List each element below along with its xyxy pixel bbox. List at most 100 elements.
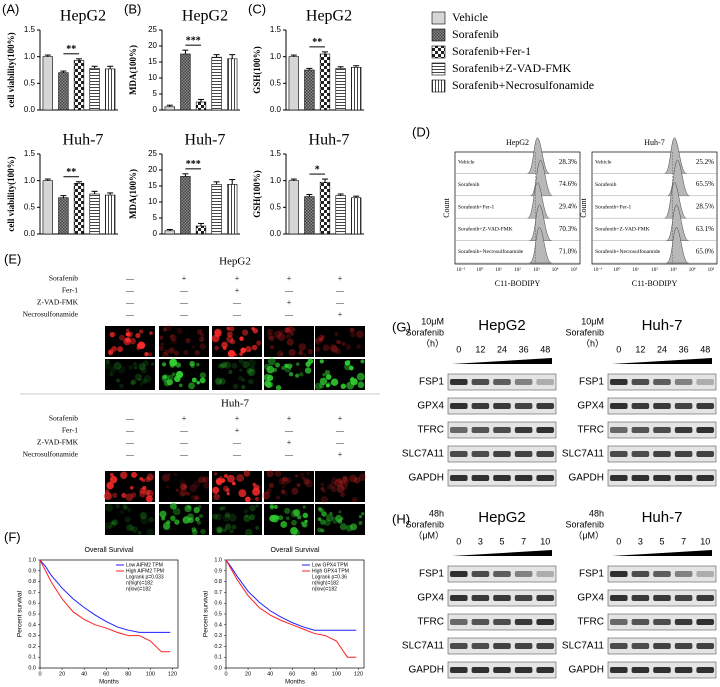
cell-signal — [231, 524, 237, 530]
cell-signal — [285, 516, 290, 521]
y-tick-label: 0.7 — [214, 590, 222, 596]
cell-signal — [225, 488, 230, 493]
treatment-mark: + — [235, 274, 240, 283]
cell-signal — [173, 350, 180, 356]
treatment-mark: — — [179, 310, 189, 319]
cell-signal — [285, 477, 292, 484]
cell-signal — [219, 506, 224, 511]
band — [514, 475, 533, 481]
cell-signal — [139, 511, 148, 520]
legend-swatch — [431, 28, 446, 42]
cell-signal — [106, 481, 114, 490]
band — [631, 667, 650, 673]
y-tick-label: 15 — [148, 57, 157, 66]
treatment-mark: + — [287, 274, 292, 283]
cell-signal — [190, 495, 197, 501]
cell-signal — [331, 476, 338, 483]
y-axis-label: Count — [579, 197, 588, 217]
cell-signal — [277, 333, 286, 341]
blot-header: Sorafenib — [405, 327, 444, 337]
cell-signal — [105, 503, 114, 512]
band — [514, 571, 533, 577]
treatment-mark: — — [125, 298, 135, 307]
band — [471, 379, 490, 385]
legend-swatch — [431, 11, 446, 25]
cell-signal — [109, 521, 117, 528]
x-tick-label: 10⁰ — [613, 267, 620, 273]
protein-label: GAPDH — [568, 665, 604, 676]
cell-signal — [321, 335, 325, 339]
cell-signal — [121, 492, 127, 498]
cell-signal — [163, 349, 170, 356]
treatment-mark: + — [338, 274, 343, 283]
y-axis-label: Percent survival — [17, 590, 24, 637]
y-tick-label: 10 — [148, 73, 157, 82]
cell-signal — [128, 524, 135, 531]
lane-label: 36 — [679, 344, 689, 354]
protein-label: TFRC — [577, 617, 604, 628]
cell-signal — [162, 474, 170, 483]
treatment-mark: + — [235, 426, 240, 435]
cell-signal — [255, 525, 260, 530]
x-tick-label: 0 — [38, 671, 41, 677]
chart-title: Huh-7 — [63, 132, 104, 149]
cell-signal — [125, 337, 131, 343]
y-tick-label: 25 — [148, 149, 157, 158]
cell-signal — [269, 505, 274, 510]
cell-signal — [159, 335, 164, 340]
blot-header: 48h — [589, 508, 604, 518]
bar — [319, 53, 331, 111]
cell-signal — [317, 506, 323, 512]
significance-label: ** — [66, 44, 76, 55]
cell-signal — [266, 328, 274, 335]
cell-signal — [278, 330, 283, 335]
cell-signal — [240, 347, 247, 354]
x-tick-label: 10⁻¹ — [456, 267, 466, 273]
cell-signal — [301, 522, 307, 528]
cell-signal — [189, 360, 195, 367]
treatment-label: Sorafenib — [49, 414, 78, 423]
cell-signal — [324, 369, 331, 376]
cell-signal — [338, 340, 342, 345]
cell-signal — [248, 378, 254, 385]
bar — [58, 197, 69, 235]
lane-label: 0 — [456, 344, 461, 354]
cell-signal — [345, 344, 352, 351]
y-tick-label: 0.1 — [28, 655, 36, 661]
cell-signal — [138, 363, 146, 371]
cell-signal — [140, 512, 147, 519]
cell-signal — [267, 381, 274, 388]
chart-title: HepG2 — [60, 8, 106, 25]
cell-signal — [169, 502, 177, 510]
y-axis-label: MDA(100%) — [128, 169, 138, 219]
legend-label: Sorafenib+Necrosulfonamide — [452, 78, 594, 92]
y-tick-label: 1.5 — [270, 149, 282, 158]
band — [631, 643, 650, 649]
band — [610, 475, 628, 481]
stat-note: n(low)=182 — [312, 586, 337, 592]
treatment-label: Necrosulfonamide — [23, 310, 79, 319]
bar — [89, 193, 100, 235]
cell-signal — [183, 484, 188, 489]
cell-signal — [295, 362, 300, 366]
cell-signal — [340, 383, 347, 389]
protein-label: GPX4 — [577, 593, 604, 604]
y-tick-label: 0.9 — [28, 568, 36, 574]
band — [450, 643, 468, 649]
cell-signal — [287, 325, 295, 333]
cell-signal — [236, 474, 245, 482]
protein-label: SLC7A11 — [402, 449, 445, 460]
blot-header: Sorafenib — [565, 327, 604, 337]
x-axis-label: C11-BODIPY — [632, 279, 678, 288]
legend-swatch — [431, 62, 446, 76]
cell-signal — [120, 510, 124, 515]
band — [536, 571, 554, 577]
cell-signal — [334, 478, 343, 487]
cell-signal — [304, 367, 312, 374]
cell-signal — [146, 528, 154, 536]
cell-signal — [117, 346, 124, 353]
cell-signal — [131, 379, 137, 385]
cell-signal — [169, 358, 178, 367]
treatment-mark: — — [179, 438, 189, 447]
cell-signal — [194, 516, 200, 522]
